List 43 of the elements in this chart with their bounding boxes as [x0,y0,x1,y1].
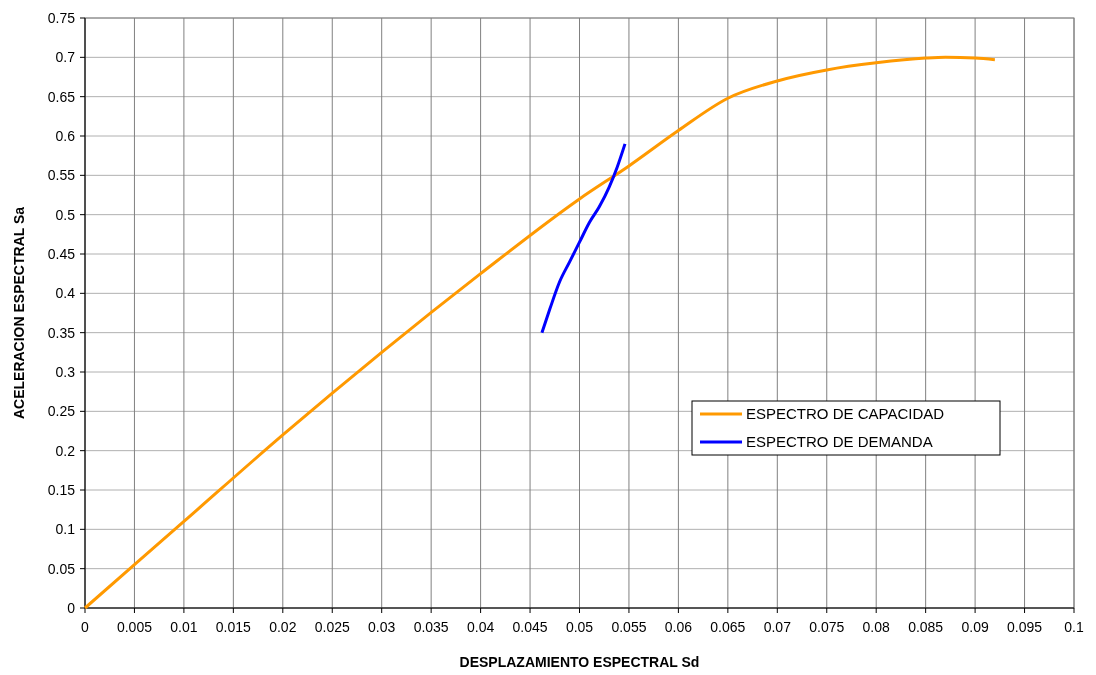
y-tick-label: 0.15 [47,481,76,498]
y-axis-title: ACELERACION ESPECTRAL Sa [11,206,27,420]
x-tick-label: 0.025 [314,619,350,635]
y-tick-label: 0.4 [55,285,76,302]
legend-label: ESPECTRO DE CAPACIDAD [746,405,945,423]
x-tick-label: 0.07 [763,619,792,635]
x-tick-label: 0.095 [1007,619,1043,635]
x-tick-label: 0.01 [170,619,198,635]
y-tick-label: 0.55 [47,167,76,184]
x-tick-label: 0.005 [116,619,153,635]
y-tick-label: 0.65 [47,88,76,105]
line-series [540,142,627,335]
y-tick-label: 0.1 [55,521,76,538]
y-tick-label: 0.05 [47,560,76,577]
x-tick-label: 0.09 [961,619,989,635]
y-tick-label: 0.7 [55,49,76,66]
x-tick-label: 0.065 [710,619,746,635]
x-tick-label: 0.02 [269,619,297,635]
y-tick-label: 0.25 [47,403,76,420]
y-tick-label: 0.3 [55,363,76,380]
x-tick-label: 0.075 [809,619,845,635]
y-tick-label: 0.45 [47,245,76,262]
x-axis-title: DESPLAZAMIENTO ESPECTRAL Sd [459,654,700,670]
y-tick-label: 0.75 [47,9,76,26]
y-tick-label: 0.5 [55,206,76,223]
x-tick-label: 0.035 [413,619,449,635]
y-tick-label: 0.6 [55,127,76,144]
x-tick-label: 0 [81,619,90,635]
x-tick-label: 0.03 [368,619,396,635]
x-tick-label: 0.08 [862,619,891,635]
line-series [83,55,997,610]
y-tick-label: 0.2 [55,442,76,459]
x-tick-label: 0.1 [1064,619,1084,635]
y-tick-label: 0.35 [47,324,76,341]
x-tick-label: 0.05 [565,619,594,635]
x-tick-label: 0.06 [664,619,693,635]
x-tick-label: 0.015 [215,619,252,635]
x-tick-label: 0.04 [466,619,495,635]
x-tick-label: 0.085 [908,619,944,635]
y-tick-label: 0 [67,599,76,616]
x-tick-label: 0.045 [512,619,548,635]
legend-label: ESPECTRO DE DEMANDA [746,433,933,451]
x-tick-label: 0.055 [611,619,647,635]
